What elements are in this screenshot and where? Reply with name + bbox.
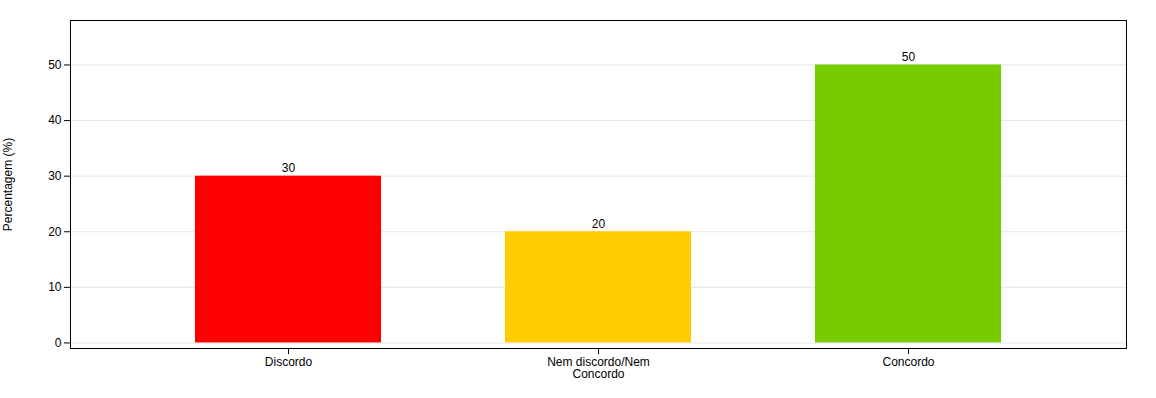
svg-text:Percentagem (%): Percentagem (%) — [1, 138, 15, 231]
svg-text:20: 20 — [48, 225, 62, 239]
svg-text:30: 30 — [48, 169, 62, 183]
svg-text:Discordo: Discordo — [265, 355, 313, 369]
svg-text:50: 50 — [48, 58, 62, 72]
svg-text:30: 30 — [282, 161, 296, 175]
svg-text:0: 0 — [55, 336, 62, 350]
svg-text:10: 10 — [48, 280, 62, 294]
svg-text:Concordo: Concordo — [882, 355, 934, 369]
svg-text:40: 40 — [48, 113, 62, 127]
svg-text:50: 50 — [902, 50, 916, 64]
svg-text:20: 20 — [592, 217, 606, 231]
svg-text:Nem discordo/NemConcordo: Nem discordo/NemConcordo — [547, 355, 650, 381]
